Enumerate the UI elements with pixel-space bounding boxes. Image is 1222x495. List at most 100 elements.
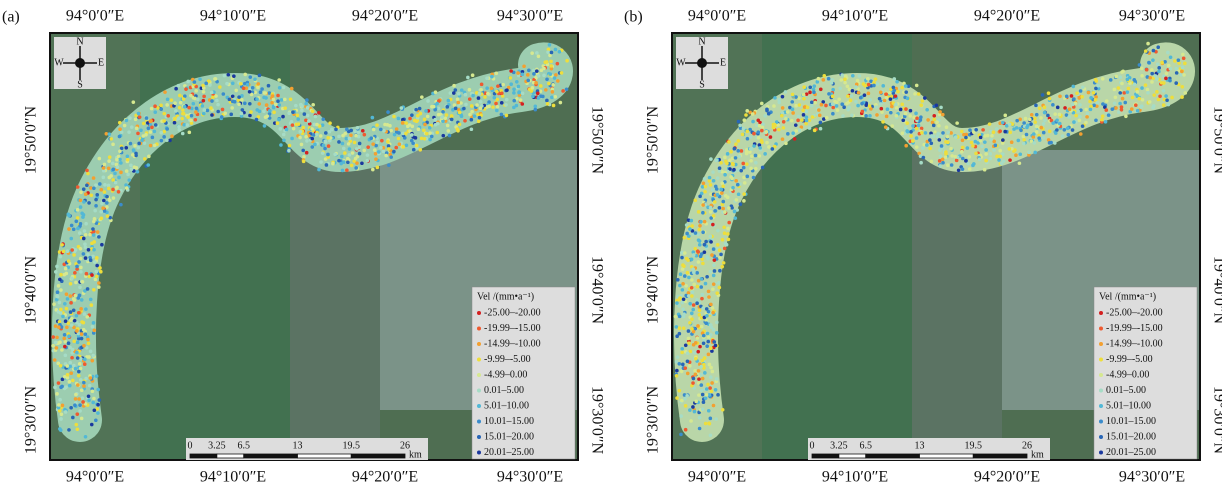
velocity-point <box>516 71 520 75</box>
velocity-point <box>685 394 689 398</box>
velocity-point <box>209 106 213 110</box>
compass-label: N <box>698 36 705 47</box>
velocity-point <box>343 151 347 155</box>
velocity-point <box>322 144 326 148</box>
longitude-label: 94°0′0″E <box>688 469 746 486</box>
map-panel: (a)94°0′0″E94°10′0″E94°20′0″E94°30′0″E94… <box>2 8 605 486</box>
velocity-point <box>76 427 80 431</box>
velocity-point <box>712 404 716 408</box>
velocity-point <box>676 355 680 359</box>
velocity-point <box>909 130 913 134</box>
velocity-point <box>92 397 96 401</box>
velocity-point <box>743 118 747 122</box>
velocity-point <box>479 88 483 92</box>
velocity-point <box>754 167 758 171</box>
velocity-point <box>1049 141 1053 145</box>
velocity-point <box>135 166 139 170</box>
velocity-point <box>65 307 69 311</box>
velocity-point <box>178 106 182 110</box>
velocity-point <box>210 99 214 103</box>
velocity-point <box>690 294 694 298</box>
velocity-point <box>89 376 93 380</box>
velocity-point <box>718 286 722 290</box>
velocity-point <box>299 130 303 134</box>
velocity-point <box>998 129 1002 133</box>
velocity-point <box>71 379 75 383</box>
velocity-point <box>324 140 328 144</box>
velocity-point <box>1162 103 1166 107</box>
velocity-point <box>702 341 706 345</box>
velocity-point <box>917 124 921 128</box>
velocity-point <box>411 124 415 128</box>
velocity-point <box>895 80 899 84</box>
velocity-point <box>64 410 68 414</box>
velocity-point <box>162 135 166 139</box>
velocity-point <box>937 124 941 128</box>
velocity-point <box>734 156 738 160</box>
velocity-point <box>384 154 388 158</box>
velocity-point <box>978 158 982 162</box>
velocity-point <box>77 311 81 315</box>
velocity-point <box>1032 132 1036 136</box>
velocity-point <box>80 298 84 302</box>
velocity-point <box>372 128 376 132</box>
velocity-point <box>496 84 500 88</box>
velocity-point <box>130 125 134 129</box>
velocity-point <box>86 172 90 176</box>
legend-swatch <box>1099 373 1103 377</box>
velocity-point <box>277 78 281 82</box>
velocity-point <box>417 127 421 131</box>
velocity-point <box>716 193 720 197</box>
velocity-point <box>699 220 703 224</box>
velocity-point <box>371 116 375 120</box>
velocity-point <box>812 90 816 94</box>
longitude-label: 94°10′0″E <box>200 469 266 486</box>
legend-label: -19.99–-15.00 <box>1106 323 1163 334</box>
scale-segment <box>920 454 974 458</box>
velocity-point <box>1122 91 1126 95</box>
velocity-point <box>435 131 439 135</box>
velocity-point <box>692 271 696 275</box>
compass-label: E <box>720 57 726 68</box>
velocity-point <box>718 166 722 170</box>
velocity-point <box>105 201 109 205</box>
velocity-point <box>923 96 927 100</box>
velocity-point <box>1126 78 1130 82</box>
velocity-point <box>765 107 769 111</box>
velocity-point <box>131 153 135 157</box>
velocity-point <box>134 154 138 158</box>
velocity-point <box>526 73 530 77</box>
velocity-point <box>504 103 508 107</box>
velocity-point <box>701 203 705 207</box>
velocity-point <box>487 105 491 109</box>
velocity-point <box>718 269 722 273</box>
velocity-point <box>376 141 380 145</box>
velocity-point <box>441 134 445 138</box>
velocity-point <box>835 104 839 108</box>
velocity-point <box>698 309 702 313</box>
velocity-point <box>949 147 953 151</box>
legend-label: 20.01–25.00 <box>484 447 534 458</box>
velocity-point <box>925 108 929 112</box>
velocity-point <box>791 131 795 135</box>
velocity-point <box>921 146 925 150</box>
velocity-point <box>132 149 136 153</box>
velocity-point <box>790 119 794 123</box>
velocity-point <box>59 255 63 259</box>
velocity-point <box>709 210 713 214</box>
velocity-point <box>215 99 219 103</box>
velocity-point <box>804 122 808 126</box>
velocity-point <box>375 123 379 127</box>
image-strip <box>912 150 1002 460</box>
velocity-point <box>323 147 327 151</box>
velocity-point <box>133 144 137 148</box>
velocity-point <box>1072 97 1076 101</box>
velocity-point <box>726 152 730 156</box>
velocity-point <box>181 108 185 112</box>
velocity-point <box>675 374 679 378</box>
velocity-point <box>83 242 87 246</box>
velocity-point <box>808 91 812 95</box>
velocity-point <box>84 435 88 439</box>
velocity-point <box>965 133 969 137</box>
velocity-point <box>221 108 225 112</box>
